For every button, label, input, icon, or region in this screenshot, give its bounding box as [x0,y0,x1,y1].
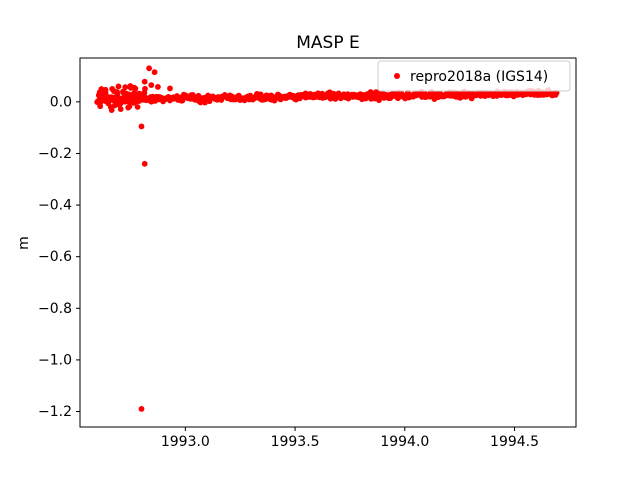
data-point [136,95,143,101]
data-point [116,102,123,108]
x-tick-label: 1994.0 [380,434,429,450]
data-point [106,94,112,101]
axes-background [80,58,576,427]
data-point [148,82,155,88]
data-point [121,90,127,97]
chart-title: MASP E [296,33,359,53]
x-tick-label: 1994.5 [490,434,539,450]
y-tick-label: −1.2 [38,404,72,420]
y-tick-label: −0.6 [38,249,72,265]
x-tick-label: 1993.0 [161,434,210,450]
data-point [167,85,173,92]
data-point [134,104,141,110]
data-point [131,84,138,91]
data-point [146,65,153,72]
y-tick-label: 0.0 [50,94,72,110]
data-point [141,78,148,85]
y-tick-label: −0.8 [38,301,72,317]
y-tick-label: −0.4 [38,198,72,214]
data-point [126,91,133,98]
data-point [131,93,137,100]
legend: repro2018a (IGS14) [377,60,571,92]
data-point [138,123,145,130]
x-tick-label: 1993.5 [271,434,320,450]
data-point [102,86,109,93]
data-point [115,83,122,90]
legend-box [377,60,571,92]
y-tick-label: −0.2 [38,146,72,162]
data-point [151,69,158,76]
legend-marker-dot [394,73,400,79]
data-point [113,95,120,101]
data-point [122,84,129,91]
data-point [142,85,148,92]
data-point [100,93,106,99]
data-point [376,97,382,104]
y-axis-label: m [16,236,32,250]
data-point [125,104,132,111]
data-point [141,160,148,167]
data-point [138,406,145,412]
data-point [107,104,114,110]
plot-area: 1993.0 1993.5 1994.0 1994.5 0.0 −0.2 −0.4 −0.6 −… [38,57,577,450]
data-point [155,84,161,90]
legend-label: repro2018a (IGS14) [410,69,548,85]
axes-spines [79,57,577,428]
data-point [111,88,117,94]
data-point [98,97,105,104]
y-tick-label: −1.0 [38,352,72,368]
scatter-points [94,65,560,412]
